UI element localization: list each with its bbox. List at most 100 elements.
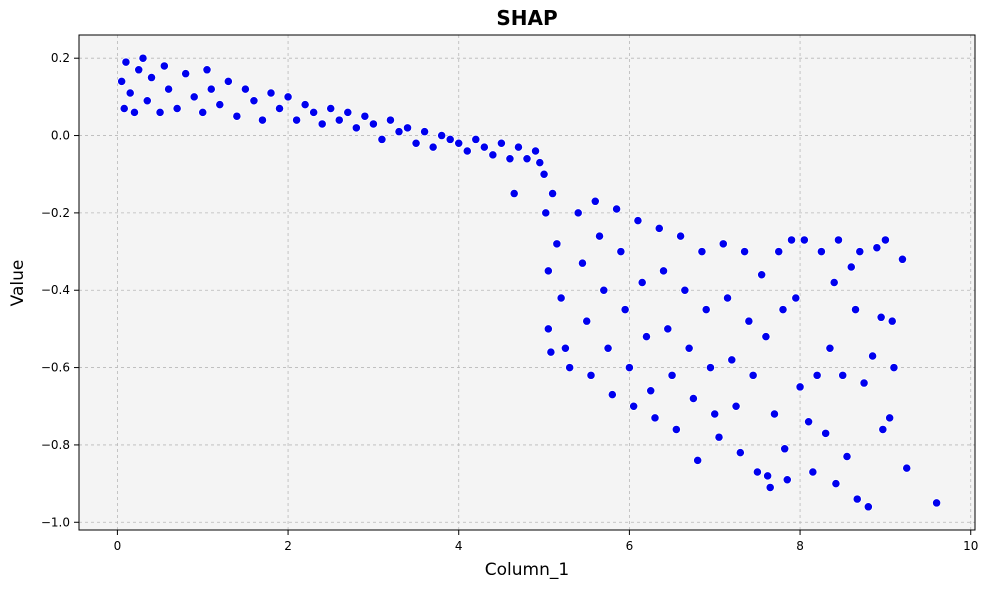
data-point <box>582 316 592 326</box>
data-point <box>825 343 835 353</box>
y-tick-label: 0.0 <box>51 129 70 143</box>
data-point <box>887 316 897 326</box>
data-point <box>842 451 852 462</box>
data-point <box>633 215 643 226</box>
data-point <box>129 107 140 117</box>
y-tick-label: 0.2 <box>51 51 70 65</box>
data-point <box>189 92 199 102</box>
data-point <box>119 103 129 114</box>
data-points <box>117 53 942 512</box>
data-point <box>616 246 626 257</box>
data-point <box>394 127 404 137</box>
data-point <box>360 111 370 121</box>
y-tick-label: −1.0 <box>41 515 70 529</box>
y-axis: −1.0 −0.8 −0.6 −0.4 −0.2 0.0 0.2 <box>41 51 79 529</box>
data-point <box>547 188 558 199</box>
data-point <box>546 347 556 357</box>
data-point <box>876 312 886 322</box>
data-point <box>646 386 656 396</box>
data-point <box>855 246 865 257</box>
data-point <box>765 482 775 493</box>
data-point <box>829 277 839 288</box>
data-point <box>658 266 669 276</box>
data-point <box>300 99 310 110</box>
data-point <box>620 304 630 315</box>
data-point <box>249 96 259 106</box>
data-point <box>902 463 912 473</box>
data-point <box>539 169 549 179</box>
data-point <box>803 417 814 427</box>
data-point <box>762 471 773 481</box>
x-tick-label: 10 <box>963 539 978 553</box>
data-point <box>274 103 285 114</box>
data-point <box>445 134 455 145</box>
data-point <box>266 88 276 98</box>
data-point <box>675 231 686 241</box>
data-point <box>172 103 182 114</box>
y-tick-label: −0.6 <box>41 361 70 375</box>
data-point <box>710 409 720 419</box>
x-tick-label: 8 <box>796 539 804 553</box>
data-point <box>479 142 489 152</box>
data-point <box>368 119 379 129</box>
data-point <box>782 475 792 485</box>
data-point <box>799 235 809 245</box>
data-point <box>117 76 127 87</box>
data-point <box>522 154 532 164</box>
data-point <box>283 92 293 102</box>
data-point <box>428 142 438 152</box>
data-point <box>752 467 763 477</box>
data-point <box>419 127 430 137</box>
data-point <box>535 157 545 168</box>
data-point <box>697 246 707 257</box>
data-point <box>757 270 767 280</box>
data-point <box>138 53 148 63</box>
data-point <box>786 235 797 245</box>
data-point <box>831 478 841 489</box>
data-point <box>607 389 617 400</box>
data-point <box>565 362 575 373</box>
data-point <box>731 401 741 411</box>
data-point <box>530 146 541 156</box>
data-point <box>667 370 677 380</box>
data-point <box>488 150 498 160</box>
y-tick-label: −0.4 <box>41 283 70 297</box>
data-point <box>163 84 174 94</box>
data-point <box>671 424 681 435</box>
data-point <box>326 103 336 114</box>
data-point <box>931 498 942 508</box>
data-point <box>718 239 728 249</box>
data-point <box>573 208 583 218</box>
data-point <box>240 84 251 94</box>
data-point <box>202 65 212 75</box>
data-point <box>872 243 882 253</box>
data-point <box>146 72 157 83</box>
data-point <box>654 223 664 234</box>
data-point <box>880 235 891 245</box>
y-tick-label: −0.8 <box>41 438 70 452</box>
data-point <box>215 99 225 110</box>
data-point <box>317 119 327 129</box>
data-point <box>867 351 878 361</box>
data-point <box>513 142 524 152</box>
y-tick-label: −0.2 <box>41 206 70 220</box>
data-point <box>812 370 822 380</box>
data-point <box>543 266 553 276</box>
x-tick-label: 0 <box>114 539 122 553</box>
data-point <box>774 246 784 257</box>
data-point <box>778 304 788 315</box>
x-tick-label: 6 <box>626 539 634 553</box>
data-point <box>134 65 144 75</box>
data-point <box>556 293 566 303</box>
data-point <box>291 115 302 125</box>
data-point <box>688 393 699 404</box>
data-point <box>739 246 750 257</box>
data-point <box>155 107 165 117</box>
data-point <box>385 115 396 125</box>
data-point <box>181 69 191 79</box>
data-point <box>121 57 131 67</box>
x-tick-label: 4 <box>455 539 463 553</box>
data-point <box>543 324 553 334</box>
data-point <box>142 96 152 106</box>
